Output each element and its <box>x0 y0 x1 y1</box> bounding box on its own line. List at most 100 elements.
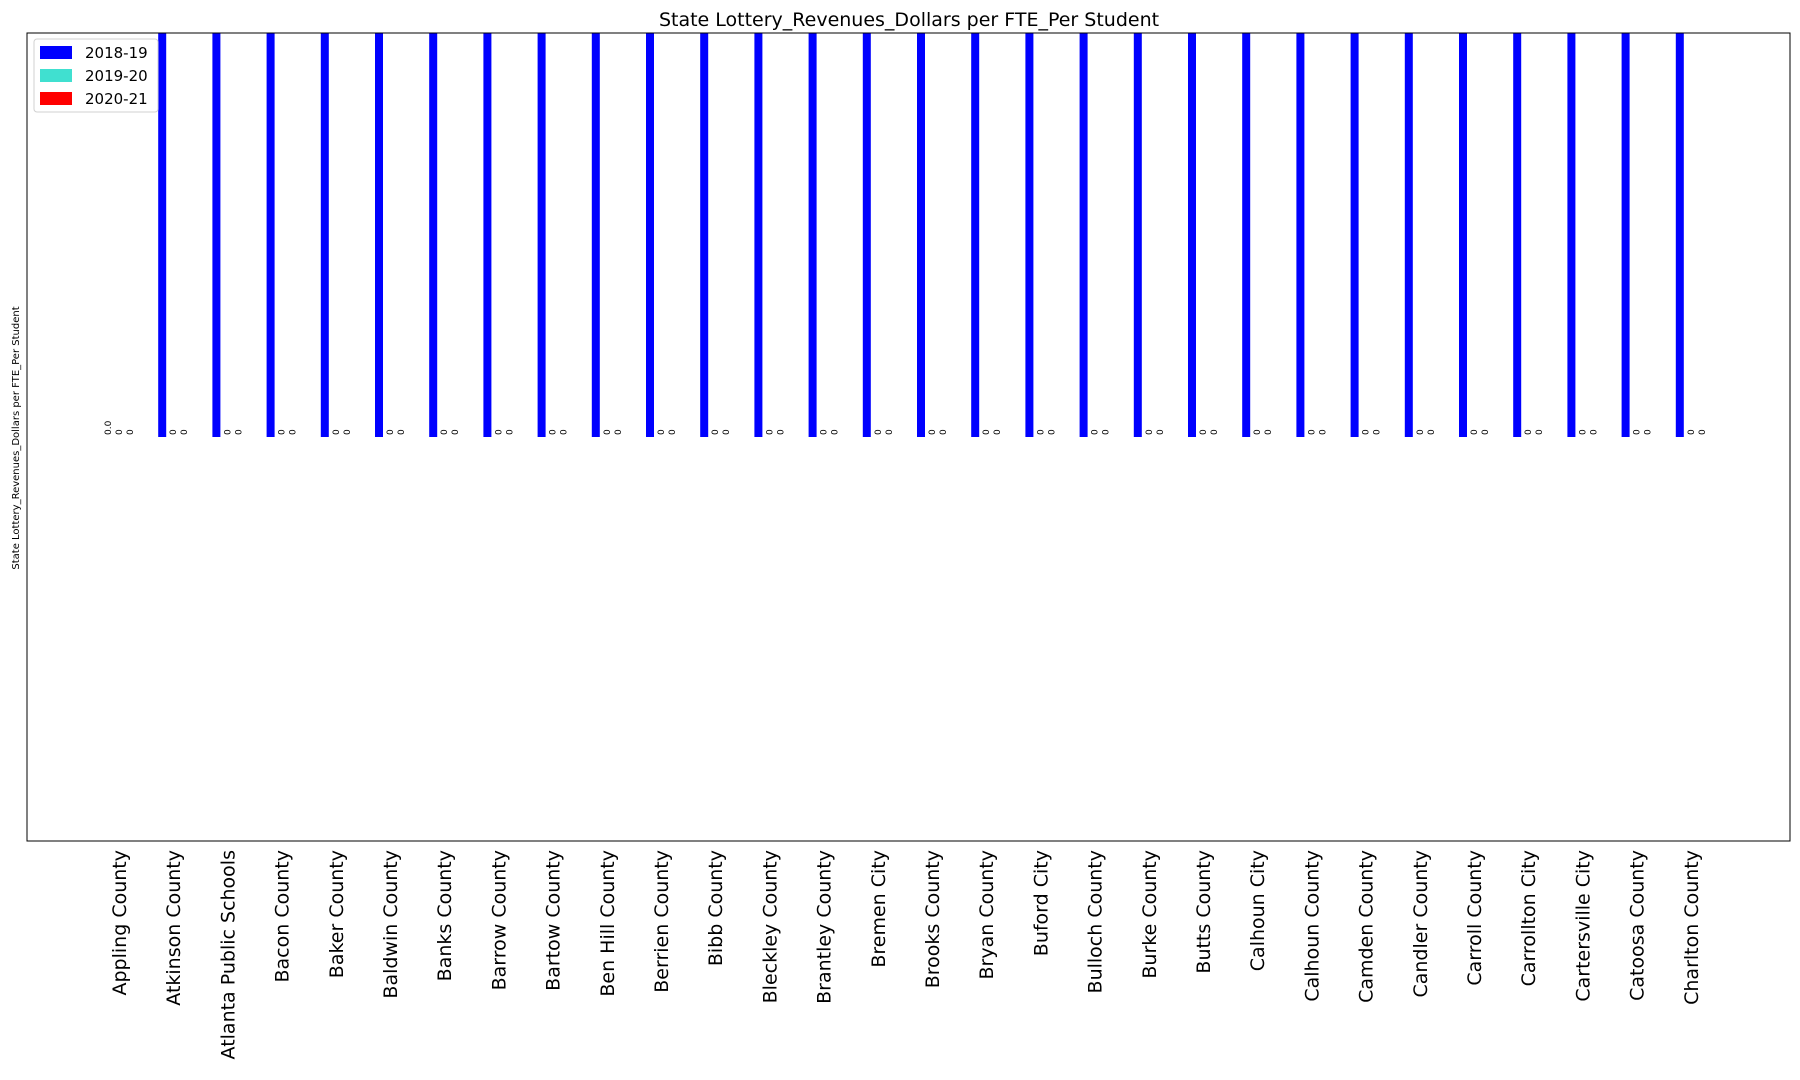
data-label-2019-20-14: 0 <box>874 429 884 435</box>
data-label-2020-21-15: 0 <box>939 429 949 435</box>
x-tick-label-9: Ben Hill County <box>597 850 619 997</box>
data-label-2019-20-11: 0 <box>711 429 721 435</box>
x-tick-label-8: Bartow County <box>543 850 565 991</box>
data-label-2019-20-27: 0 <box>1578 429 1588 435</box>
legend-swatch-2018-19 <box>40 46 72 59</box>
data-label-2019-20-22: 0 <box>1307 429 1317 435</box>
bar-2018-19-2 <box>212 33 221 437</box>
x-tick-label-19: Burke County <box>1139 850 1161 979</box>
x-tick-label-2: Atlanta Public Schools <box>217 850 239 1059</box>
data-label-2019-20-9: 0 <box>603 429 613 435</box>
bar-2018-19-14 <box>862 33 871 437</box>
data-label-2019-20-15: 0 <box>928 429 938 435</box>
legend-label-2020-21: 2020-21 <box>85 90 148 108</box>
bar-2018-19-26 <box>1513 33 1522 437</box>
x-tick-label-14: Bremen City <box>868 850 890 968</box>
bar-2018-19-11 <box>700 33 709 437</box>
bar-2018-19-5 <box>375 33 383 437</box>
data-label-2020-21-22: 0 <box>1318 429 1328 435</box>
x-tick-label-12: Bleckley County <box>759 850 781 1003</box>
x-tick-label-11: Bibb County <box>705 850 727 966</box>
data-label-2020-21-5: 0 <box>397 429 407 435</box>
data-label-2020-21-14: 0 <box>885 429 895 435</box>
data-label-2020-21-0: 0 <box>126 429 136 435</box>
legend-swatch-2019-20 <box>40 69 72 82</box>
legend-label-2019-20: 2019-20 <box>85 67 148 85</box>
bar-2018-19-25 <box>1459 33 1467 437</box>
legend-label-2018-19: 2018-19 <box>85 44 148 62</box>
bar-2018-19-10 <box>646 33 654 437</box>
data-label-2019-20-21: 0 <box>1253 429 1263 435</box>
data-label-2019-20-2: 0 <box>223 429 233 435</box>
data-label-2020-21-25: 0 <box>1481 429 1491 435</box>
data-label-2020-21-8: 0 <box>560 429 570 435</box>
data-label-2020-21-28: 0 <box>1644 429 1654 435</box>
data-label-2020-21-16: 0 <box>993 429 1003 435</box>
data-label-2019-20-10: 0 <box>657 429 667 435</box>
x-tick-label-24: Candler County <box>1410 850 1432 998</box>
bar-2018-19-19 <box>1133 33 1142 437</box>
bar-2018-19-16 <box>971 33 980 437</box>
data-label-2019-20-25: 0 <box>1470 429 1480 435</box>
data-label-2020-21-9: 0 <box>614 429 624 435</box>
data-label-2020-21-19: 0 <box>1156 429 1166 435</box>
data-label-2019-20-7: 0 <box>494 429 504 435</box>
x-tick-labels: Appling County Atkinson County Atlanta Pub… <box>109 850 1703 1059</box>
data-label-2019-20-18: 0 <box>1091 429 1101 435</box>
bar-2018-19-12 <box>754 33 763 437</box>
x-tick-label-10: Berrien County <box>651 850 673 993</box>
data-label-2019-20-5: 0 <box>386 429 396 435</box>
bar-2018-19-17 <box>1025 33 1034 437</box>
x-tick-label-3: Bacon County <box>272 850 294 983</box>
legend-swatch-2020-21 <box>40 92 72 105</box>
x-tick-label-28: Catoosa County <box>1627 850 1649 1001</box>
data-label-2019-20-23: 0 <box>1362 429 1372 435</box>
data-label-2020-21-29: 0 <box>1698 429 1708 435</box>
x-tick-label-0: Appling County <box>109 850 131 996</box>
data-label-2019-20-19: 0 <box>1145 429 1155 435</box>
data-label-2019-20-12: 0 <box>765 429 775 435</box>
bar-2018-19-7 <box>483 33 492 437</box>
x-tick-label-6: Banks County <box>434 850 456 981</box>
x-tick-label-5: Baldwin County <box>380 850 402 999</box>
x-tick-label-18: Bulloch County <box>1085 850 1107 993</box>
bar-2018-19-23 <box>1350 33 1359 437</box>
data-label-2020-21-3: 0 <box>289 429 299 435</box>
data-label-2019-20-26: 0 <box>1524 429 1534 435</box>
data-label-2020-21-23: 0 <box>1373 429 1383 435</box>
x-tick-label-23: Camden County <box>1356 850 1378 1003</box>
data-label-2020-21-27: 0 <box>1589 429 1599 435</box>
bars-layer <box>158 33 1684 437</box>
data-label-2020-21-7: 0 <box>505 429 515 435</box>
data-label-2020-21-20: 0 <box>1210 429 1220 435</box>
bar-2018-19-1 <box>158 33 167 437</box>
bar-2018-19-18 <box>1079 33 1088 437</box>
data-label-2019-20-1: 0 <box>169 429 179 435</box>
data-label-2019-20-8: 0 <box>549 429 559 435</box>
data-label-2019-20-16: 0 <box>982 429 992 435</box>
data-label-2019-20-13: 0 <box>820 429 830 435</box>
data-label-2020-21-13: 0 <box>831 429 841 435</box>
x-tick-label-22: Calhoun County <box>1301 850 1323 1002</box>
data-label-2020-21-18: 0 <box>1102 429 1112 435</box>
x-tick-label-20: Butts County <box>1193 850 1215 974</box>
data-label-2020-21-24: 0 <box>1427 429 1437 435</box>
data-label-2020-21-6: 0 <box>451 429 461 435</box>
bar-2018-19-29 <box>1675 33 1684 437</box>
bar-2018-19-15 <box>917 33 925 437</box>
data-label-2020-21-26: 0 <box>1535 429 1545 435</box>
data-label-2020-21-1: 0 <box>180 429 190 435</box>
data-label-2020-21-4: 0 <box>343 429 353 435</box>
x-tick-label-7: Barrow County <box>488 850 510 990</box>
bar-2018-19-4 <box>320 33 329 437</box>
bar-2018-19-24 <box>1404 33 1413 437</box>
data-label-2020-21-10: 0 <box>668 429 678 435</box>
plot-area-frame <box>26 32 1791 842</box>
bar-2018-19-8 <box>537 33 546 437</box>
data-labels-layer: 0.0 0 0 0 0 0 0 0 0 0 0 0 0 0 0 0 0 0 0 0 0 0 0 0 0 0 0 0 0 0 0 0 0 0 0 0 0 0… <box>104 420 1708 435</box>
data-label-2019-20-28: 0 <box>1633 429 1643 435</box>
data-label-2020-21-21: 0 <box>1264 429 1274 435</box>
legend: 2018-19 2019-20 2020-21 <box>33 38 159 113</box>
x-tick-label-25: Carroll County <box>1464 850 1486 986</box>
